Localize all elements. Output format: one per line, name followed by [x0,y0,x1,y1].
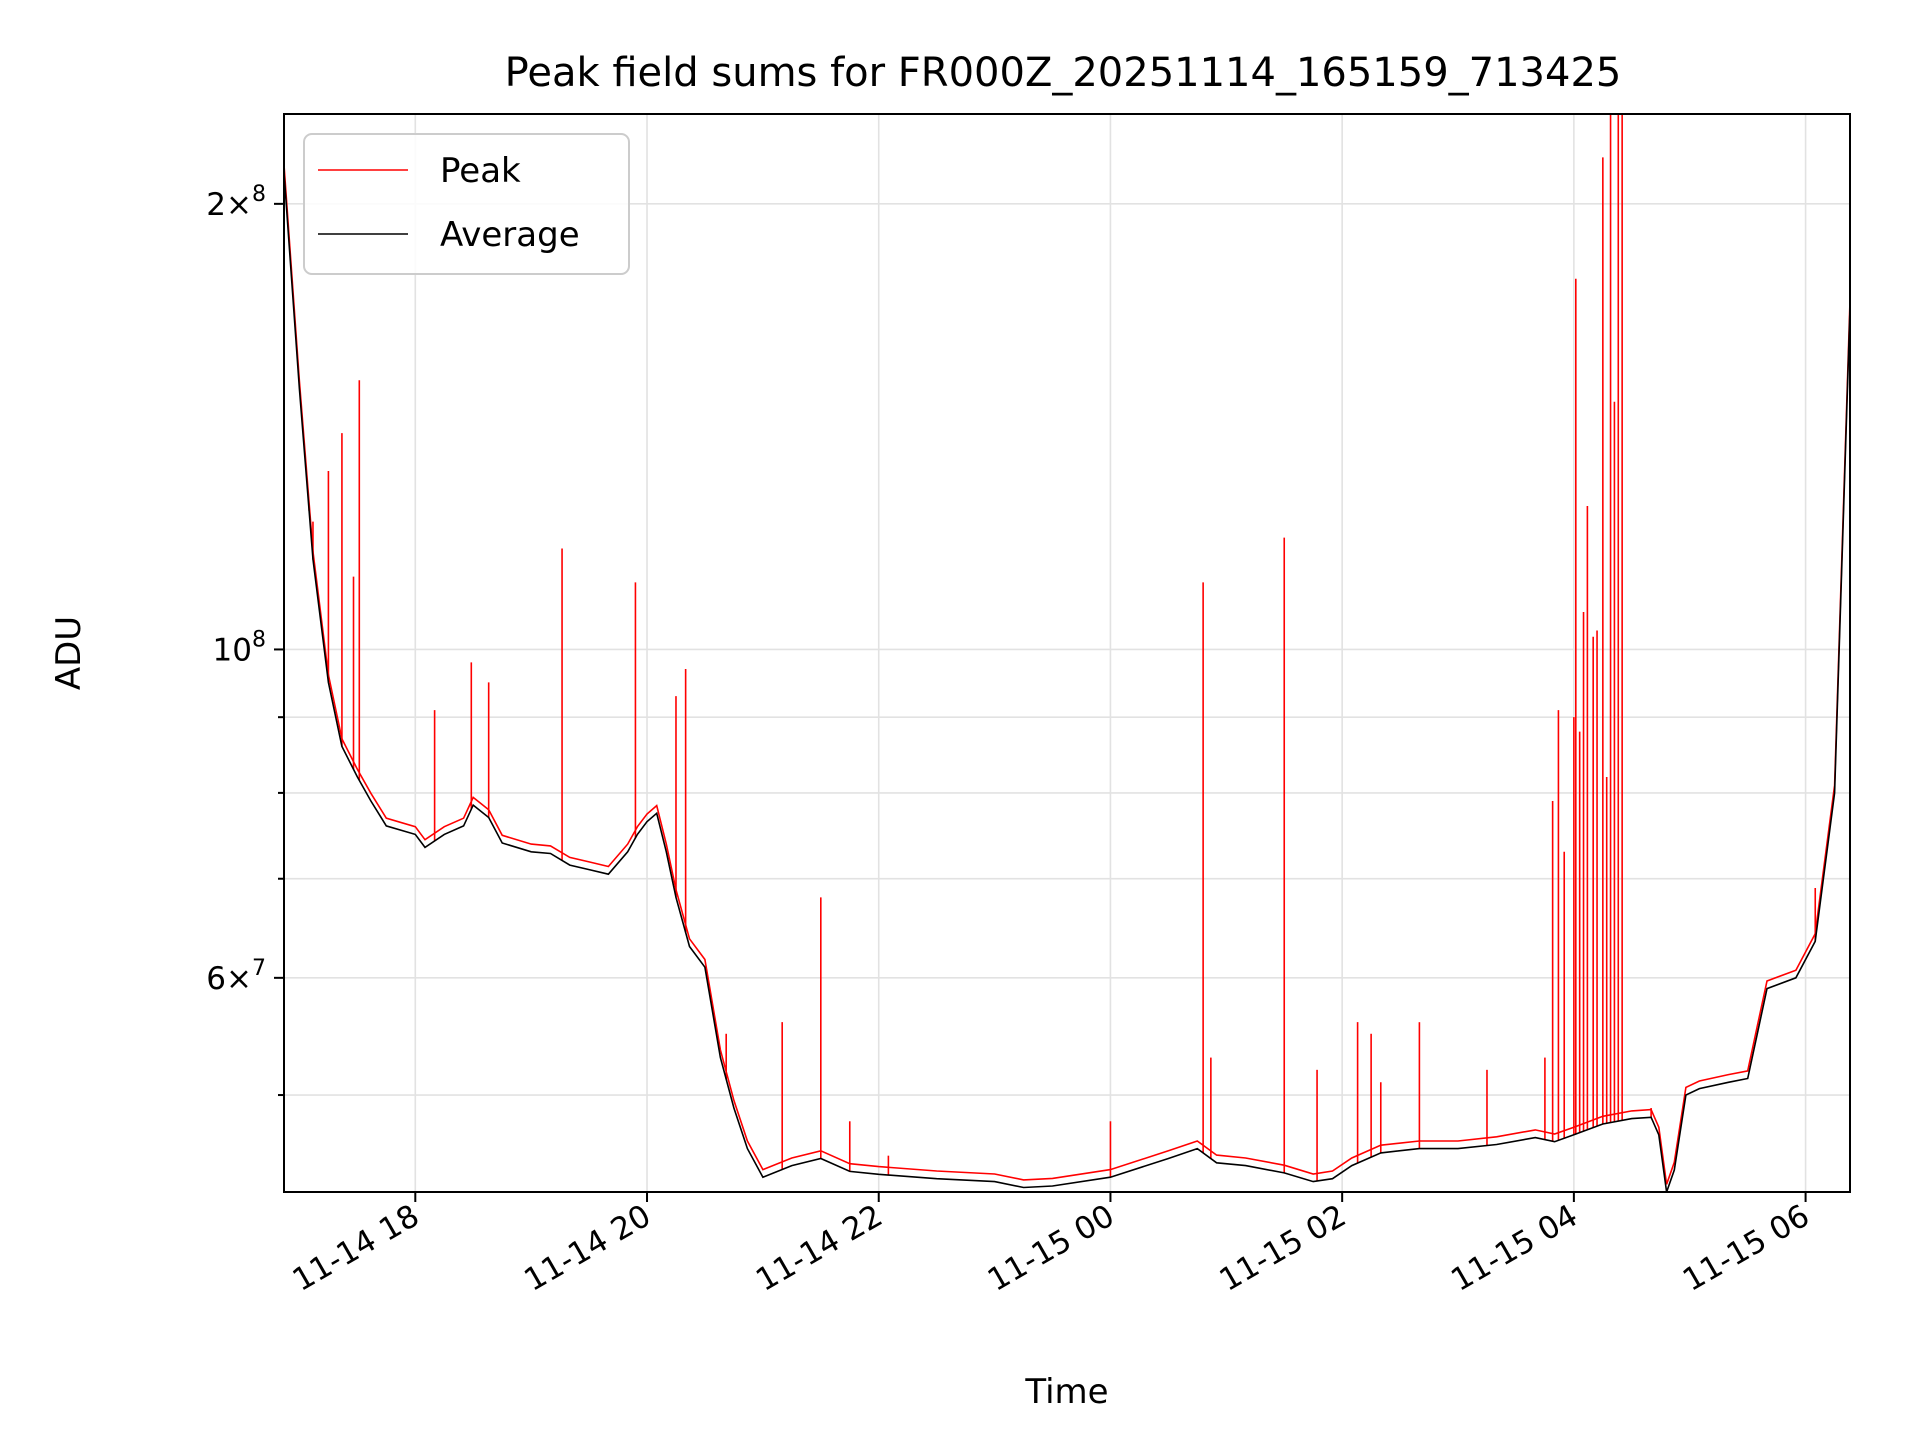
x-axis-label: Time [1024,1372,1108,1412]
legend-label-peak: Peak [440,151,521,191]
chart-title: Peak field sums for FR000Z_20251114_1651… [505,50,1622,96]
y-tick-label: 108 [213,627,266,668]
plot-series [284,114,1850,1192]
plot-frame [283,113,1851,1193]
legend-box [303,133,630,275]
average-line [284,172,1850,1192]
legend-label-average: Average [440,215,580,255]
series-peak [284,114,1850,1185]
grid-lines [284,114,1850,1192]
y-axis-label: ADU [49,616,89,690]
y-tick-label: 6×7 [206,956,266,997]
y-tick-label: 2×8 [206,182,266,223]
legend: Peak Average [303,133,630,275]
